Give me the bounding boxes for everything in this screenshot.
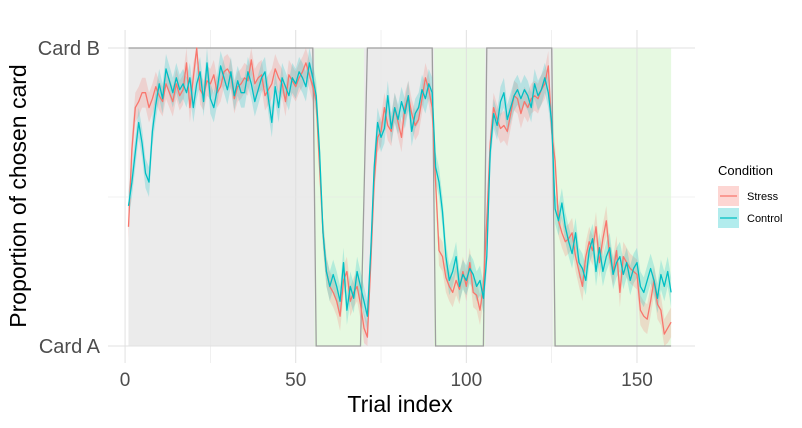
confidence-bands	[128, 48, 672, 346]
band-stress	[128, 48, 672, 346]
legend-label-control: Control	[747, 213, 782, 225]
series-line-stress	[127, 47, 672, 338]
x-tick-label-150: 150	[621, 370, 653, 391]
x-axis-ticks: 0 50 100 150	[120, 370, 653, 391]
y-tick-label-0: Card A	[39, 336, 101, 358]
target-line	[128, 47, 672, 347]
y-axis-label: Proportion of chosen card	[5, 64, 31, 327]
legend-title: Condition	[718, 163, 773, 178]
legend-item-control: Control	[718, 208, 782, 228]
legend: Condition Stress Control	[718, 163, 782, 228]
x-tick-label-0: 0	[120, 370, 131, 391]
y-tick-label-1: Card B	[38, 38, 100, 60]
y-axis-ticks: Card A Card B	[38, 38, 101, 358]
x-tick-label-100: 100	[450, 370, 482, 391]
band-control	[128, 48, 672, 332]
series-lines	[127, 47, 672, 338]
legend-label-stress: Stress	[747, 191, 779, 203]
series-line-control	[127, 62, 672, 317]
legend-item-stress: Stress	[718, 186, 779, 206]
x-tick-label-50: 50	[285, 370, 306, 391]
x-axis-label: Trial index	[347, 391, 453, 417]
target-line-layer	[128, 47, 672, 347]
